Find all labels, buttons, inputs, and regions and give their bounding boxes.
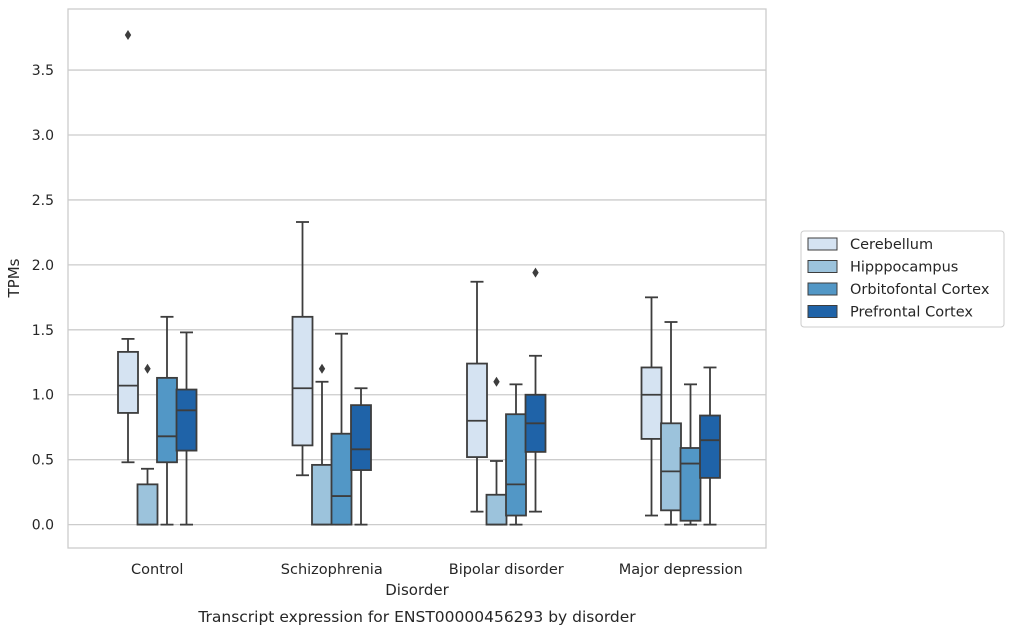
iqr-box [640,366,663,440]
legend-swatch [807,305,838,318]
iqr-box [679,447,702,522]
box-orbitofontal-cortex-schizophrenia [330,332,353,526]
iqr-box [156,376,178,464]
legend-label: Orbitofontal Cortex [850,282,990,298]
chart-caption: Transcript expression for ENST0000045629… [197,608,636,626]
box-cerebellum-major-depression [640,296,663,517]
y-tick-label: 1.0 [32,388,54,404]
y-tick-label: 0.0 [32,518,54,534]
y-tick-label: 2.0 [32,258,54,274]
box-prefrontal-cortex-bipolar-disorder [524,267,547,513]
iqr-box [505,413,527,517]
y-tick-labels: 0.0 0.5 1.0 1.5 2.0 2.5 3.0 3.5 [32,63,54,534]
iqr-box [136,483,159,526]
boxes [117,29,721,526]
box-hipppocampus-bipolar-disorder [485,376,508,526]
y-tick-label: 3.0 [32,128,54,144]
box-cerebellum-bipolar-disorder [466,280,488,513]
legend-label: Prefrontal Cortex [850,305,973,321]
box-prefrontal-cortex-schizophrenia [350,387,372,526]
box-orbitofontal-cortex-major-depression [679,383,702,526]
y-tick-label: 1.5 [32,323,54,339]
x-tick-label: Bipolar disorder [449,562,564,578]
iqr-box [291,315,314,447]
x-tick-label: Schizophrenia [281,562,383,578]
box-hipppocampus-major-depression [660,321,682,526]
plot-area-frame [67,8,767,549]
iqr-box [350,404,372,471]
box-hipppocampus-schizophrenia [311,363,333,526]
y-tick-label: 3.5 [32,63,54,79]
y-axis-label: TPMs [5,258,23,298]
box-cerebellum-schizophrenia [291,221,314,477]
iqr-box [175,388,198,452]
iqr-box [466,362,488,458]
iqr-box [117,350,139,414]
x-tick-label: Major depression [619,562,743,578]
iqr-box [330,432,353,526]
outlier-point [493,376,500,387]
box-prefrontal-cortex-major-depression [699,366,721,526]
y-tick-label: 2.5 [32,193,54,209]
box-orbitofontal-cortex-control [156,315,178,526]
x-tick-labels: Control Schizophrenia Bipolar disorder Majo… [131,562,743,578]
outlier-point [532,267,539,278]
legend-label: Hipppocampus [850,260,958,276]
iqr-box [699,414,721,479]
y-tick-label: 0.5 [32,453,54,469]
outlier-point [144,363,151,374]
outlier-point [124,29,132,40]
legend-frame [800,230,1005,328]
legend-swatch [807,282,838,296]
legend: Cerebellum Hipppocampus Orbitofontal Corte… [800,230,1005,328]
outlier-point [318,363,326,374]
box-cerebellum-control [117,29,139,464]
box-prefrontal-cortex-control [175,331,198,526]
iqr-box [660,422,682,512]
iqr-box [311,463,333,526]
legend-swatch [807,260,838,273]
legend-label: Cerebellum [850,237,933,253]
legend-swatch [807,237,838,251]
box-hipppocampus-control [136,363,159,526]
x-axis-label: Disorder [385,581,449,599]
iqr-box [485,493,508,526]
box-orbitofontal-cortex-bipolar-disorder [505,383,527,526]
x-tick-label: Control [131,562,183,578]
